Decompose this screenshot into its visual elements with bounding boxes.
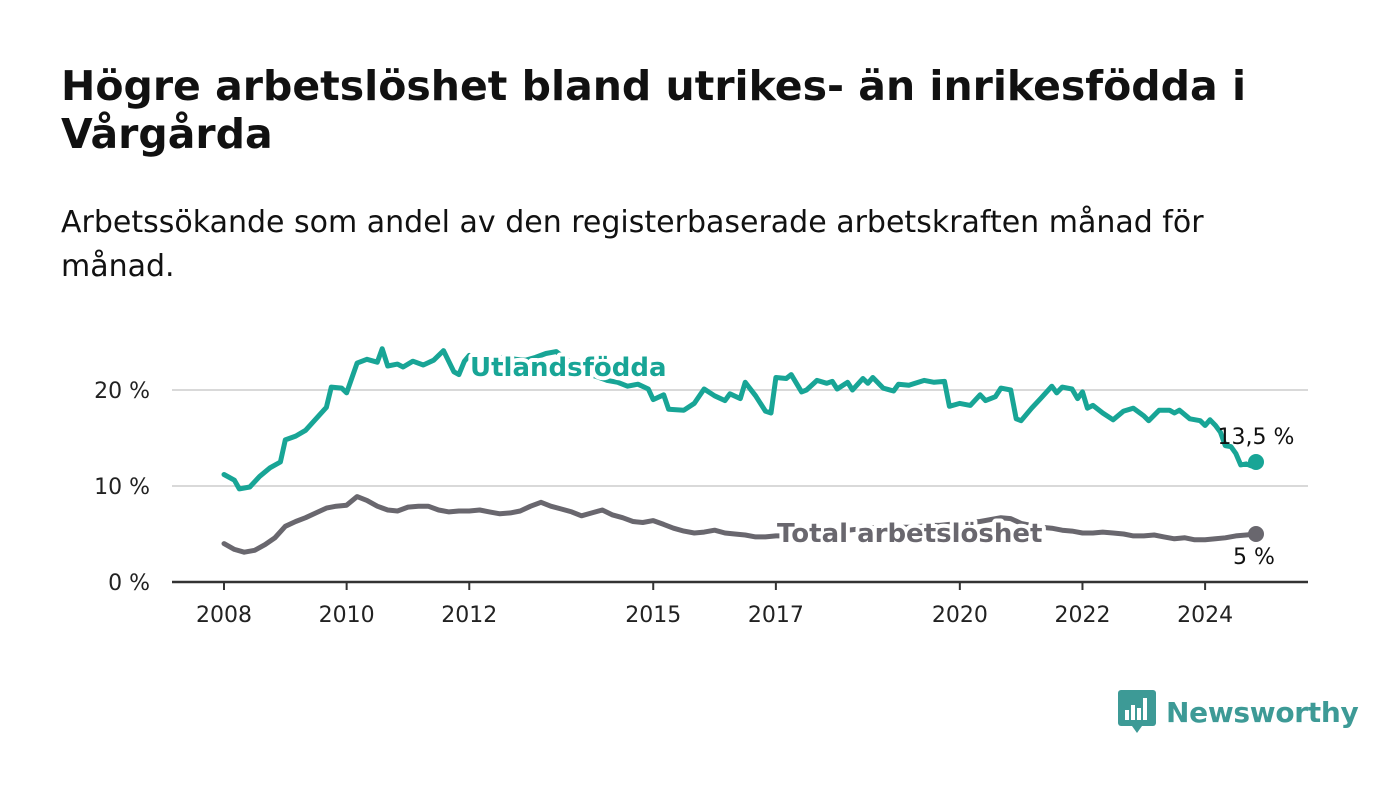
chart-subtitle: Arbetssökande som andel av den registerb… xyxy=(61,205,1204,284)
x-tick-label: 2008 xyxy=(196,603,252,628)
series-end-point xyxy=(1248,454,1264,470)
series-line-utlandsfodda xyxy=(221,346,1259,492)
end-value-label-utlandsfodda: 13,5 % xyxy=(1218,425,1295,450)
series-label-utlandsfodda: Utlandsfödda xyxy=(470,353,667,383)
x-tick-label: 2017 xyxy=(748,603,804,628)
x-tick-label: 2020 xyxy=(932,603,988,628)
y-tick-label: 0 % xyxy=(108,571,150,596)
x-tick-label: 2012 xyxy=(441,603,497,628)
series-label-utlandsfodda-halo: Utlandsfödda xyxy=(470,353,667,383)
end-value-label-total: 5 % xyxy=(1233,545,1275,570)
bar-chart-speech-bubble-icon xyxy=(1118,690,1156,733)
y-tick-label: 20 % xyxy=(94,379,150,404)
x-tick-label: 2010 xyxy=(319,603,375,628)
brand-name: Newsworthy xyxy=(1166,695,1359,729)
x-tick-label: 2022 xyxy=(1054,603,1110,628)
newsworthy-logo: Newsworthy xyxy=(1118,690,1359,734)
y-tick-label: 10 % xyxy=(94,475,150,500)
series-end-point xyxy=(1248,526,1264,542)
series-label-total: Total arbetslöshet xyxy=(777,519,1042,549)
series-label-total-halo: Total arbetslöshet xyxy=(777,519,1042,549)
x-tick-label: 2024 xyxy=(1177,603,1233,628)
x-tick-label: 2015 xyxy=(625,603,681,628)
chart-title: Högre arbetslöshet bland utrikes- än inr… xyxy=(61,62,1246,158)
series-line-total xyxy=(221,494,1259,555)
